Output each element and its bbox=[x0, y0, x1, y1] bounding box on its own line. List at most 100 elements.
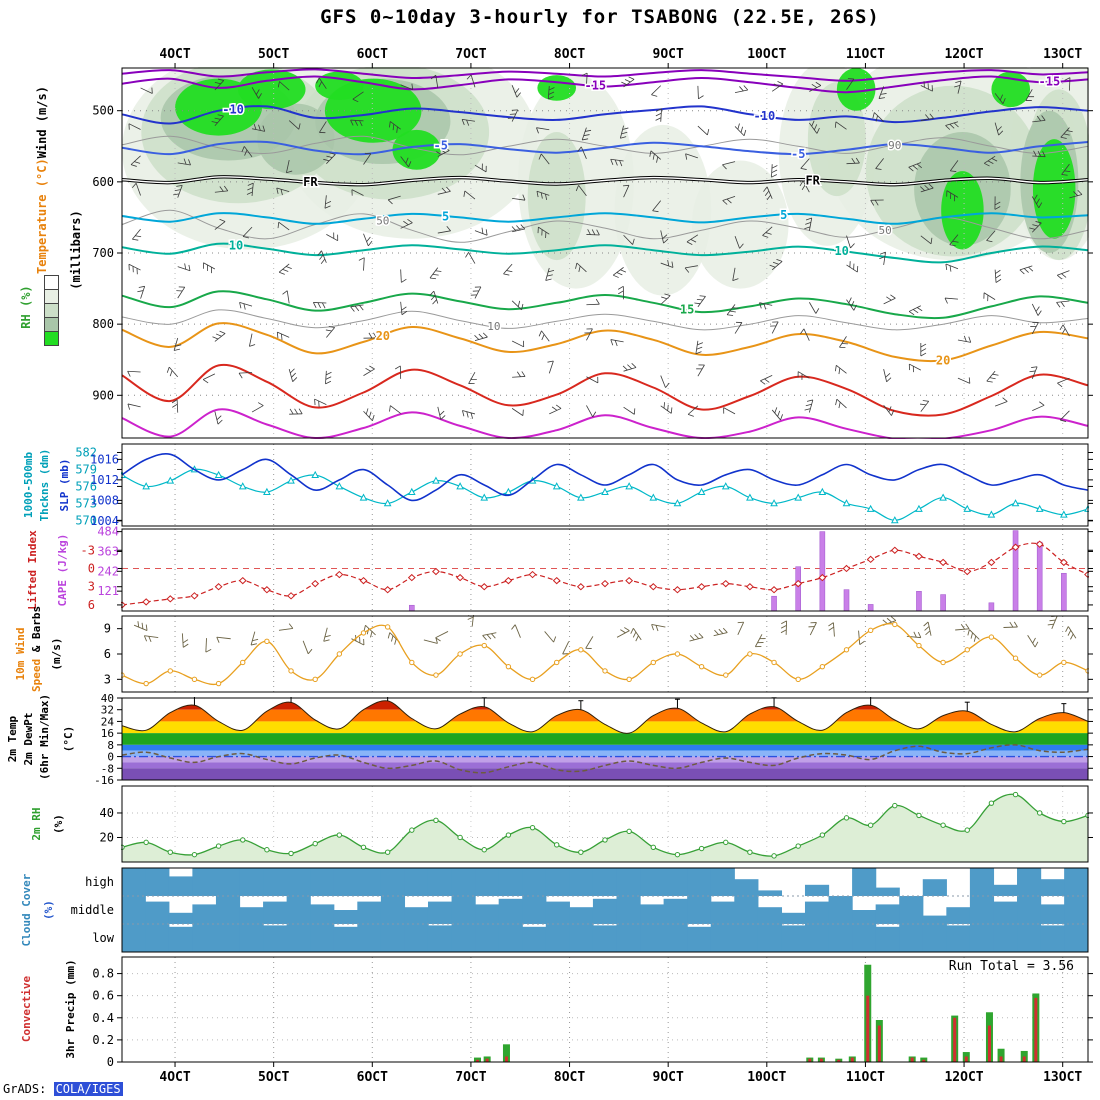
time-tick-top: 4OCT bbox=[159, 47, 190, 62]
cloud-row-label: middle bbox=[71, 903, 114, 917]
axis-label-minmax: (6hr Min/Max) bbox=[38, 693, 51, 780]
y-tick-label: 0 bbox=[88, 561, 95, 575]
precip-convective-bar bbox=[837, 1059, 841, 1062]
time-tick-bottom: 12OCT bbox=[944, 1070, 983, 1085]
axis-label-degc: (°C) bbox=[62, 725, 75, 753]
panel-border bbox=[121, 956, 1089, 1063]
grads-org-badge: COLA/IGES bbox=[53, 1082, 123, 1096]
time-tick-top: 9OCT bbox=[653, 47, 684, 62]
cloud-row-label: high bbox=[85, 875, 114, 889]
axis-label-2m-dewpt: 2m DewPt bbox=[22, 712, 35, 766]
axis-label-speed-barbs: Speed & Barbs bbox=[30, 605, 43, 692]
precip-convective-bar bbox=[1034, 997, 1038, 1062]
cape-bar bbox=[916, 591, 922, 612]
axis-label-2m-temp: 2m Temp bbox=[6, 715, 19, 763]
rh-colorbar-swatch bbox=[44, 289, 59, 304]
precip-convective-bar bbox=[922, 1059, 926, 1062]
y-tick-label: -3 bbox=[81, 543, 95, 557]
contour-label: 20 bbox=[936, 353, 950, 367]
precip-convective-bar bbox=[475, 1059, 479, 1062]
time-tick-top: 13OCT bbox=[1043, 47, 1082, 62]
precip-convective-bar bbox=[987, 1025, 991, 1062]
rh-colorbar-swatch bbox=[44, 303, 59, 318]
y-tick-label: 0.8 bbox=[92, 967, 114, 981]
axis-label-temp-wind: Temperature (°C)Wind (m/s) bbox=[35, 86, 49, 274]
y-tick-label: 1012 bbox=[90, 473, 119, 487]
cape-bar bbox=[795, 566, 802, 612]
axis-label-ms: (m/s) bbox=[50, 637, 63, 671]
time-tick-top: 5OCT bbox=[258, 47, 289, 62]
time-tick-bottom: 7OCT bbox=[455, 1070, 486, 1085]
precip-convective-bar bbox=[964, 1056, 968, 1062]
rh-contour-label: 90 bbox=[888, 139, 901, 152]
y-tick-label: 582 bbox=[75, 445, 97, 459]
rh-colorbar bbox=[44, 275, 59, 346]
contour-label: -15 bbox=[1039, 75, 1061, 89]
stability-panel bbox=[121, 529, 1089, 612]
y-tick-label: 573 bbox=[75, 496, 97, 510]
panel-border bbox=[121, 528, 1089, 612]
precip-total-bar bbox=[997, 1048, 1005, 1062]
y-tick-label: -16 bbox=[94, 774, 114, 787]
precip-panel bbox=[122, 957, 1088, 1062]
y-tick-label: 24 bbox=[101, 715, 115, 728]
panel-border bbox=[121, 697, 1089, 781]
y-tick-label: 700 bbox=[92, 246, 114, 260]
time-tick-bottom: 4OCT bbox=[159, 1070, 190, 1085]
panel-border bbox=[121, 615, 1089, 693]
cape-bar bbox=[867, 604, 874, 612]
contour-label: -10 bbox=[222, 102, 244, 116]
y-tick-label: 570 bbox=[75, 513, 97, 527]
time-tick-bottom: 11OCT bbox=[846, 1070, 885, 1085]
y-tick-label: 0.6 bbox=[92, 989, 114, 1003]
cape-bar bbox=[843, 589, 850, 612]
precip-convective-bar bbox=[819, 1058, 823, 1062]
cape-bar bbox=[1061, 572, 1067, 612]
y-tick-label: 20 bbox=[100, 830, 114, 844]
contour-label: 15 bbox=[680, 302, 694, 316]
rh-contour-label: 10 bbox=[487, 320, 500, 333]
rh-contour-label: 50 bbox=[376, 214, 389, 227]
axis-label-slp: SLP (mb) bbox=[58, 458, 71, 512]
wind10m-panel bbox=[121, 615, 1089, 692]
axis-label-cloud-pct: (%) bbox=[42, 900, 55, 920]
contour-label: FR bbox=[303, 175, 318, 189]
axis-label-10m-wind: 10m Wind bbox=[14, 627, 27, 681]
contour-label: 10 bbox=[229, 239, 243, 253]
temp2m-panel bbox=[121, 697, 1089, 780]
axis-label-3hr-precip: 3hr Precip (mm) bbox=[64, 959, 77, 1059]
run-total: Run Total = 3.56 bbox=[948, 959, 1074, 974]
contour-label: 5 bbox=[780, 208, 787, 222]
time-tick-bottom: 8OCT bbox=[554, 1070, 585, 1085]
precip-convective-bar bbox=[808, 1058, 812, 1062]
precip-convective-bar bbox=[877, 1025, 881, 1062]
slp-thickness-panel bbox=[121, 444, 1089, 526]
y-tick-label: 600 bbox=[92, 175, 114, 189]
contour-label: -5 bbox=[791, 147, 805, 161]
y-tick-label: 0.2 bbox=[92, 1033, 114, 1047]
axis-label-thickness-2: Thckns (dm) bbox=[38, 448, 51, 522]
cape-bar bbox=[771, 595, 777, 612]
y-tick-label: 3 bbox=[88, 580, 95, 594]
cloud-row-label: low bbox=[92, 931, 114, 945]
time-tick-top: 12OCT bbox=[944, 47, 983, 62]
y-tick-label: 242 bbox=[97, 564, 119, 578]
time-tick-bottom: 10OCT bbox=[747, 1070, 786, 1085]
cape-bar bbox=[819, 531, 826, 612]
cape-bar bbox=[1036, 541, 1043, 612]
rh-colorbar-swatch bbox=[44, 317, 59, 332]
time-tick-bottom: 5OCT bbox=[258, 1070, 289, 1085]
y-tick-label: 121 bbox=[97, 584, 119, 598]
precip-convective-bar bbox=[999, 1056, 1003, 1062]
panel-border bbox=[121, 867, 1089, 953]
contour-label: 10 bbox=[834, 244, 848, 258]
cape-bar bbox=[940, 594, 946, 612]
y-tick-label: 3 bbox=[104, 672, 111, 686]
rh-colorbar-swatch bbox=[44, 331, 59, 346]
precip-total-bar bbox=[502, 1044, 510, 1062]
y-tick-label: 576 bbox=[75, 479, 97, 493]
y-tick-label: 40 bbox=[100, 806, 114, 820]
precip-convective-bar bbox=[910, 1057, 914, 1062]
